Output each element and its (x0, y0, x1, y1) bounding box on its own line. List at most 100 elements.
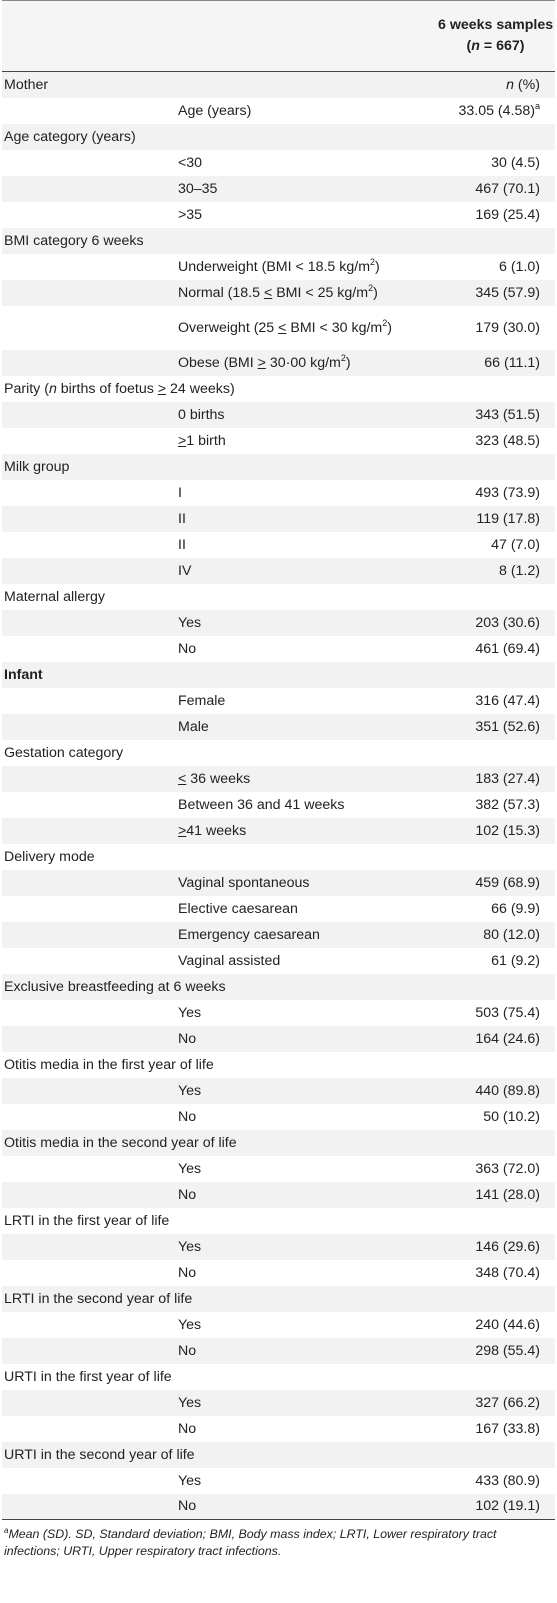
indent-cell (2, 610, 178, 636)
row-sublabel: 30–35 (178, 180, 218, 197)
table-row: Yes 503 (75.4) (2, 999, 555, 1026)
row-label: Milk group (4, 458, 70, 475)
table-row: LRTI in the first year of life (2, 1207, 555, 1234)
row-value: 503 (75.4) (475, 1004, 540, 1021)
table-row: Yes 240 (44.6) (2, 1311, 555, 1338)
table-row: LRTI in the second year of life (2, 1285, 555, 1312)
row-value (418, 1208, 555, 1234)
row-sublabel: Underweight (BMI < 18.5 kg/m2) (178, 256, 380, 275)
column-n-value: = 667) (479, 38, 525, 54)
row-sublabel: No (178, 1264, 197, 1281)
row-value (418, 974, 555, 1000)
row-value: 240 (44.6) (475, 1316, 540, 1333)
row-sublabel: >35 (178, 206, 203, 223)
row-sublabel: No (178, 1108, 197, 1125)
table-row: URTI in the first year of life (2, 1363, 555, 1390)
indent-cell (2, 714, 178, 740)
row-value: 30 (4.5) (491, 154, 540, 171)
row-sublabel: 0 births (178, 406, 225, 423)
row-value: 47 (7.0) (491, 536, 540, 553)
row-value (418, 844, 555, 870)
row-value (418, 1286, 555, 1312)
indent-cell (2, 480, 178, 506)
table-row: Yes 440 (89.8) (2, 1077, 555, 1104)
table-row: II 47 (7.0) (2, 531, 555, 558)
table-row: Male 351 (52.6) (2, 713, 555, 740)
row-label: Age category (years) (4, 128, 136, 145)
row-value: 8 (1.2) (498, 562, 540, 579)
indent-cell (2, 1312, 178, 1338)
table-row: Yes 146 (29.6) (2, 1233, 555, 1260)
table-row: Emergency caesarean 80 (12.0) (2, 921, 555, 948)
row-value: 179 (30.0) (475, 319, 540, 336)
row-sublabel: II (178, 536, 186, 553)
table-row: < 36 weeks 183 (27.4) (2, 765, 555, 792)
table-row: Overweight (25 < BMI < 30 kg/m2) 179 (30.… (2, 305, 555, 350)
table-row: Between 36 and 41 weeks 382 (57.3) (2, 791, 555, 818)
row-value: 351 (52.6) (475, 718, 540, 735)
row-value (418, 662, 555, 688)
row-value: 183 (27.4) (475, 770, 540, 787)
table-row: >35 169 (25.4) (2, 201, 555, 228)
row-label: Gestation category (4, 744, 124, 761)
indent-cell (2, 1000, 178, 1026)
row-sublabel: No (178, 1342, 197, 1359)
table-row: Delivery mode (2, 843, 555, 870)
indent-cell (2, 948, 178, 974)
row-value: 440 (89.8) (475, 1082, 540, 1099)
footnote-text: Mean (SD). SD, Standard deviation; BMI, … (4, 1527, 497, 1558)
table-container: 6 weeks samples (n = 667) Mother n (%) Age… (2, 0, 555, 1558)
table-row: Elective caesarean 66 (9.9) (2, 895, 555, 922)
indent-cell (2, 870, 178, 896)
indent-cell (2, 532, 178, 558)
row-label: Mother (4, 76, 49, 93)
table-row: No 102 (19.1) (2, 1493, 555, 1520)
row-label: Exclusive breastfeeding at 6 weeks (4, 978, 226, 995)
row-sublabel: Emergency caesarean (178, 926, 320, 943)
table-row: No 348 (70.4) (2, 1259, 555, 1286)
indent-cell (2, 350, 178, 376)
table-row: Infant (2, 661, 555, 688)
table-row: >41 weeks 102 (15.3) (2, 817, 555, 844)
row-sublabel: Vaginal spontaneous (178, 874, 310, 891)
table-row: Vaginal assisted 61 (9.2) (2, 947, 555, 974)
indent-cell (2, 306, 178, 350)
row-sublabel: Vaginal assisted (178, 952, 281, 969)
row-value: 433 (80.9) (475, 1472, 540, 1489)
row-sublabel: Overweight (25 < BMI < 30 kg/m2) (178, 317, 393, 336)
table-row: >1 birth 323 (48.5) (2, 427, 555, 454)
row-value: 33.05 (4.58)a (458, 100, 540, 119)
table-row: BMI category 6 weeks (2, 227, 555, 254)
table-row: Maternal allergy (2, 583, 555, 610)
row-label: URTI in the second year of life (4, 1446, 195, 1463)
indent-cell (2, 1390, 178, 1416)
column-n-prefix: ( (466, 38, 472, 54)
data-table: 6 weeks samples (n = 667) Mother n (%) Age… (2, 0, 555, 1520)
header-empty-cell (178, 0, 418, 72)
row-sublabel: No (178, 1493, 418, 1520)
row-value: 343 (51.5) (475, 406, 540, 423)
indent-cell (2, 766, 178, 792)
row-sublabel: I (178, 484, 182, 501)
indent-cell (2, 280, 178, 306)
table-row: URTI in the second year of life (2, 1441, 555, 1468)
row-value: 66 (11.1) (484, 354, 540, 371)
row-value: 146 (29.6) (475, 1238, 540, 1255)
column-n-var: n (471, 38, 480, 54)
row-label: Otitis media in the second year of life (4, 1134, 237, 1151)
row-value: 493 (73.9) (475, 484, 540, 501)
indent-cell (2, 636, 178, 662)
table-row: 30–35 467 (70.1) (2, 175, 555, 202)
indent-cell (2, 1416, 178, 1442)
table-row: Milk group (2, 453, 555, 480)
row-sublabel: Normal (18.5 < BMI < 25 kg/m2) (178, 282, 378, 301)
row-label: LRTI in the first year of life (4, 1212, 170, 1229)
row-value: 164 (24.6) (475, 1030, 540, 1047)
row-label: LRTI in the second year of life (4, 1290, 193, 1307)
row-sublabel: No (178, 1030, 197, 1047)
row-sublabel: Between 36 and 41 weeks (178, 796, 345, 813)
indent-cell (2, 254, 178, 280)
row-value (418, 124, 555, 150)
row-sublabel: >1 birth (178, 432, 226, 449)
row-sublabel: Yes (178, 1238, 202, 1255)
